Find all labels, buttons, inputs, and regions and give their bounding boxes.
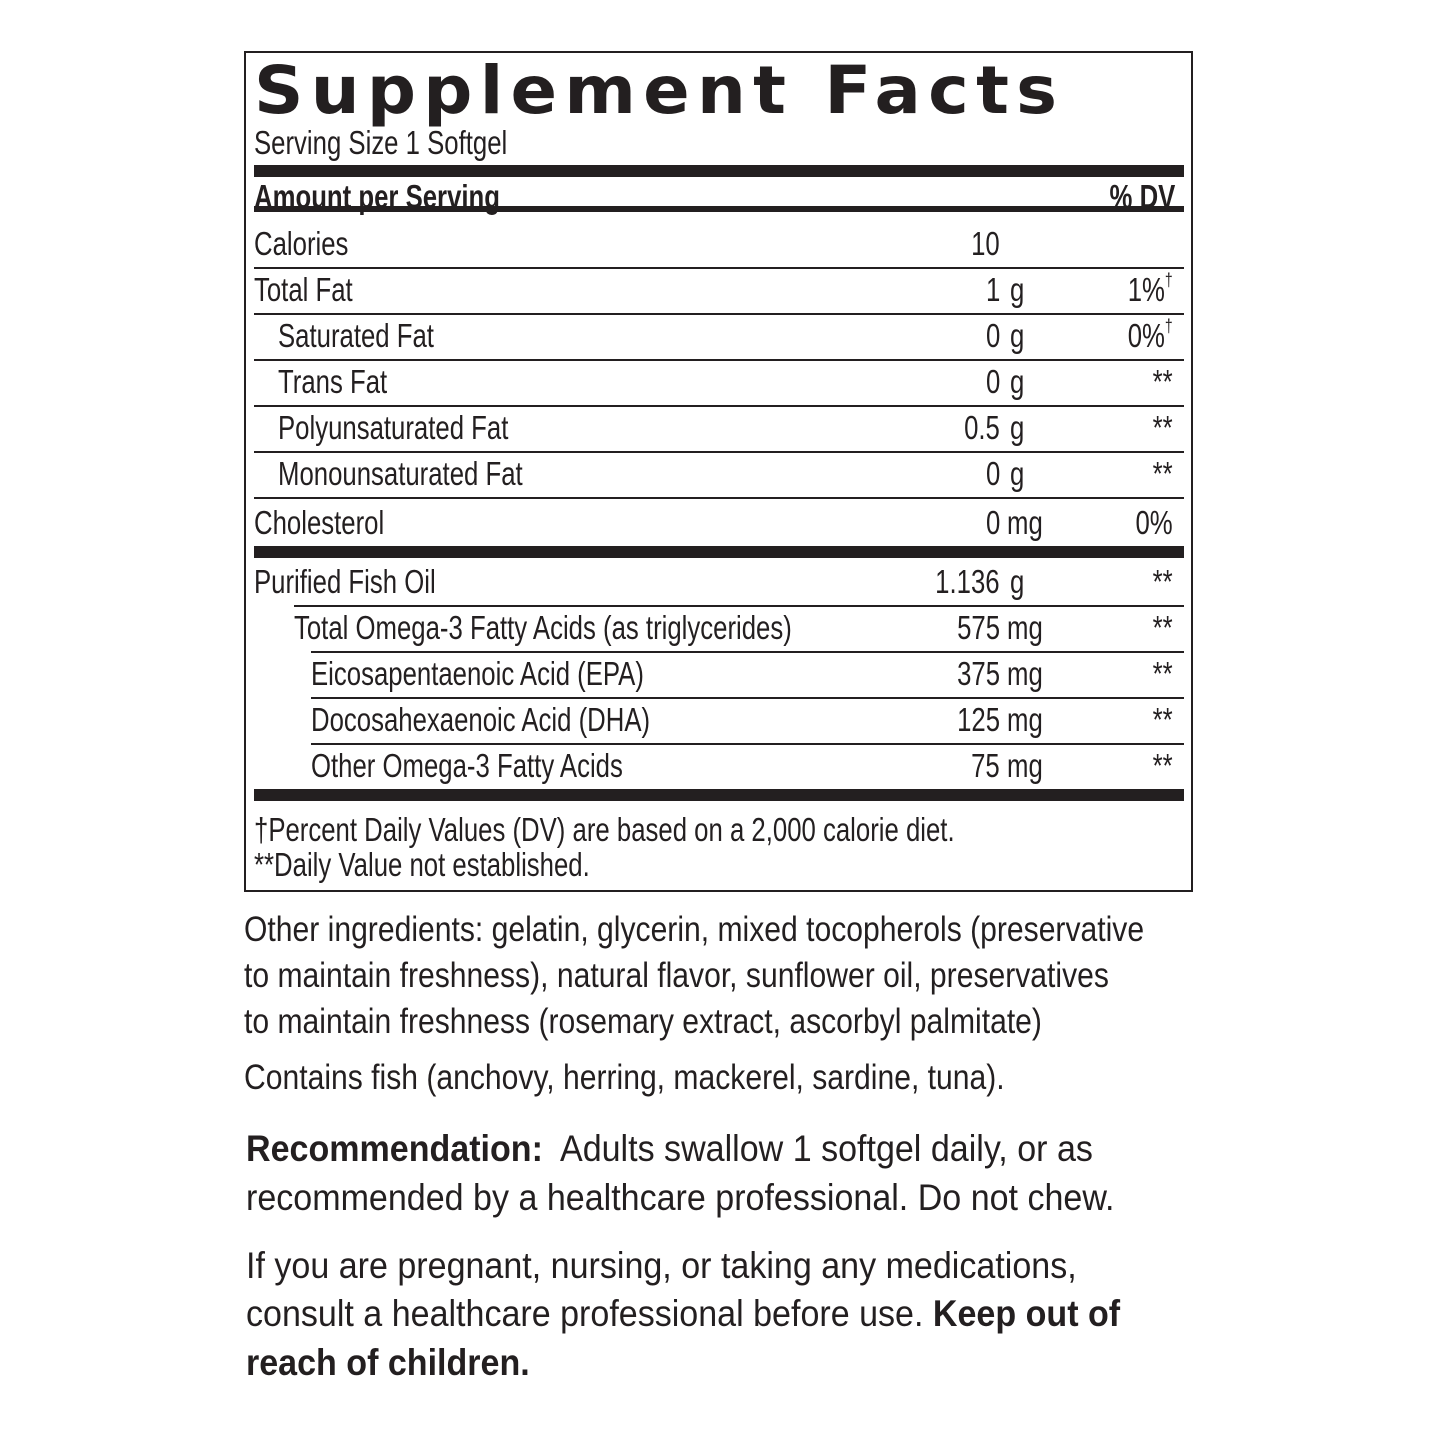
nutrient-dv: ** bbox=[1152, 701, 1173, 738]
nutrient-amount: 0.5 bbox=[964, 409, 1000, 446]
other-ingredients-line: to maintain freshness), natural flavor, … bbox=[244, 956, 1109, 995]
nutrient-unit: mg bbox=[1007, 747, 1043, 784]
divider bbox=[254, 165, 1184, 177]
nutrient-name: Other Omega-3 Fatty Acids bbox=[311, 747, 623, 784]
nutrient-unit: g bbox=[1010, 455, 1025, 492]
nutrient-name: Cholesterol bbox=[254, 504, 385, 541]
footnote-dv: †Percent Daily Values (DV) are based on … bbox=[254, 811, 955, 848]
nutrient-amount: 0 bbox=[985, 504, 1000, 541]
nutrient-dv: ** bbox=[1152, 655, 1173, 692]
divider bbox=[254, 789, 1184, 801]
nutrient-name: Purified Fish Oil bbox=[254, 563, 436, 600]
nutrient-amount: 1 bbox=[985, 271, 1000, 308]
nutrient-amount: 375 bbox=[957, 655, 1000, 692]
nutrient-amount: 1.136 bbox=[935, 563, 1000, 600]
nutrient-amount: 0 bbox=[985, 363, 1000, 400]
nutrient-amount: 0 bbox=[985, 317, 1000, 354]
row-divider bbox=[254, 451, 1184, 453]
panel-title: Supplement Facts bbox=[254, 52, 1065, 129]
nutrient-unit: g bbox=[1010, 363, 1025, 400]
nutrient-dv: ** bbox=[1152, 409, 1173, 446]
warning-line3: reach of children. bbox=[246, 1342, 530, 1383]
nutrient-unit: mg bbox=[1007, 609, 1043, 646]
nutrient-amount: 125 bbox=[957, 701, 1000, 738]
row-divider bbox=[311, 651, 1184, 653]
row-divider bbox=[254, 497, 1184, 499]
nutrient-amount: 10 bbox=[971, 225, 1000, 262]
row-divider bbox=[311, 697, 1184, 699]
nutrient-name: Docosahexaenoic Acid (DHA) bbox=[311, 701, 651, 738]
row-divider bbox=[254, 405, 1184, 407]
nutrient-name: Saturated Fat bbox=[278, 317, 434, 354]
nutrient-amount: 0 bbox=[985, 455, 1000, 492]
divider bbox=[254, 206, 1184, 212]
nutrient-dv: 0% bbox=[1135, 504, 1173, 541]
recommendation: Recommendation: Adults swallow 1 softgel… bbox=[246, 1128, 1093, 1169]
nutrient-unit: mg bbox=[1007, 504, 1043, 541]
footnote-not-established: **Daily Value not established. bbox=[254, 846, 590, 883]
nutrient-unit: g bbox=[1010, 563, 1025, 600]
divider bbox=[254, 546, 1184, 558]
nutrient-name: Monounsaturated Fat bbox=[278, 455, 523, 492]
nutrient-dv: ** bbox=[1152, 609, 1173, 646]
serving-size: Serving Size 1 Softgel bbox=[254, 124, 508, 161]
nutrient-name: Trans Fat bbox=[278, 363, 388, 400]
row-divider bbox=[294, 605, 1184, 607]
row-divider bbox=[311, 743, 1184, 745]
row-divider bbox=[254, 313, 1184, 315]
nutrient-name: Eicosapentaenoic Acid (EPA) bbox=[311, 655, 644, 692]
row-divider bbox=[254, 267, 1184, 269]
nutrient-unit: g bbox=[1010, 271, 1025, 308]
allergen-statement: Contains fish (anchovy, herring, mackere… bbox=[244, 1058, 1005, 1097]
other-ingredients-line: Other ingredients: gelatin, glycerin, mi… bbox=[244, 910, 1145, 949]
warning-line1: If you are pregnant, nursing, or taking … bbox=[246, 1245, 1077, 1286]
nutrient-amount: 575 bbox=[957, 609, 1000, 646]
nutrient-dv: ** bbox=[1152, 563, 1173, 600]
warning-line2: consult a healthcare professional before… bbox=[246, 1293, 1121, 1334]
nutrient-amount: 75 bbox=[971, 747, 1000, 784]
nutrient-name: Calories bbox=[254, 225, 349, 262]
nutrient-dv: ** bbox=[1152, 455, 1173, 492]
supplement-facts-panel bbox=[244, 51, 1193, 892]
nutrient-name: Polyunsaturated Fat bbox=[278, 409, 509, 446]
nutrient-name: Total Fat bbox=[254, 271, 353, 308]
nutrient-unit: g bbox=[1010, 317, 1025, 354]
nutrient-dv: 0%† bbox=[1127, 316, 1173, 354]
recommendation-line2: recommended by a healthcare professional… bbox=[246, 1177, 1115, 1218]
row-divider bbox=[254, 359, 1184, 361]
nutrient-unit: mg bbox=[1007, 655, 1043, 692]
nutrient-unit: g bbox=[1010, 409, 1025, 446]
nutrient-dv: ** bbox=[1152, 363, 1173, 400]
other-ingredients-line: to maintain freshness (rosemary extract,… bbox=[244, 1002, 1042, 1041]
nutrient-unit: mg bbox=[1007, 701, 1043, 738]
nutrient-dv: ** bbox=[1152, 747, 1173, 784]
nutrient-name: Total Omega-3 Fatty Acids (as triglyceri… bbox=[294, 609, 792, 646]
nutrient-dv: 1%† bbox=[1127, 270, 1173, 308]
